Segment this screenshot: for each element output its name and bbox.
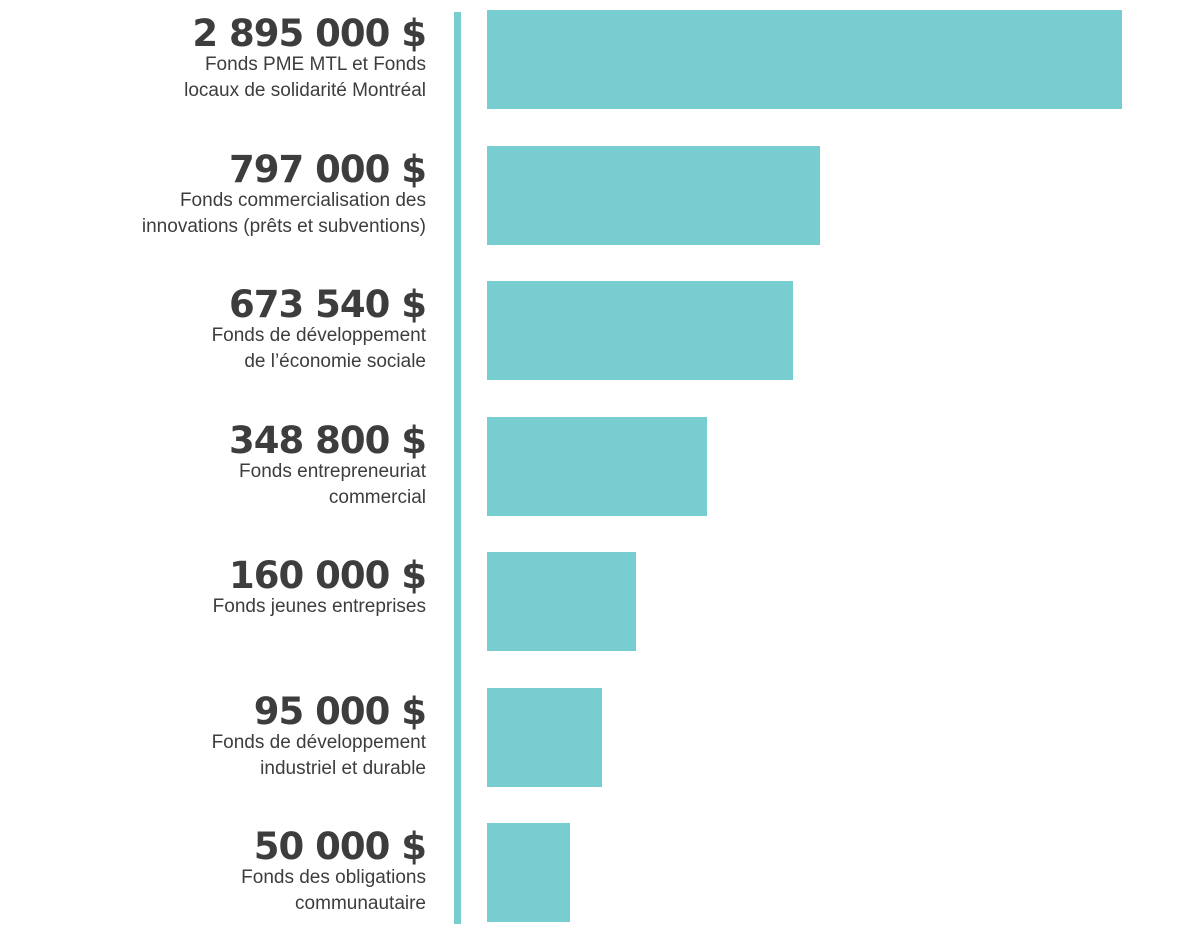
category-label-line: commercial: [328, 486, 426, 508]
bar-3: [487, 281, 794, 380]
vertical-axis-line: [454, 12, 461, 924]
category-label-7: Fonds des obligations communautaire: [86, 865, 426, 917]
category-label-4: Fonds entrepreneuriat commercial: [86, 459, 426, 511]
category-label-line: industriel et durable: [260, 757, 426, 779]
category-label-line: communautaire: [295, 893, 426, 914]
category-label-line: Fonds de développement: [211, 731, 426, 753]
category-label-2: Fonds commercialisation des innovations (…: [86, 188, 426, 240]
bar-5: [487, 552, 637, 651]
value-label-2: 797 000 $: [229, 147, 427, 191]
bar-2: [487, 145, 821, 245]
category-label-line: Fonds entrepreneuriat: [239, 460, 426, 482]
bar-4: [487, 416, 708, 516]
category-label-1: Fonds PME MTL et Fonds locaux de solidari…: [86, 52, 426, 104]
category-label-3: Fonds de développement de l’économie soci…: [86, 323, 426, 375]
category-label-5: Fonds jeunes entreprises: [86, 594, 426, 620]
category-label-line: Fonds PME MTL et Fonds: [204, 54, 426, 75]
category-label-line: Fonds jeunes entreprises: [212, 596, 426, 617]
bar-7: [487, 823, 571, 922]
category-label-line: locaux de solidarité Montréal: [184, 80, 426, 101]
bar-1: [487, 10, 1122, 109]
category-label-line: Fonds de développement: [211, 325, 426, 346]
category-label-line: Fonds des obligations: [241, 867, 426, 888]
category-label-6: Fonds de développement industriel et dura…: [86, 730, 426, 782]
category-label-line: innovations (prêts et subventions): [141, 215, 426, 237]
value-label-4: 348 800 $: [229, 418, 427, 462]
value-label-7: 50 000 $: [253, 825, 427, 868]
category-label-line: de l’économie sociale: [244, 351, 426, 372]
value-label-1: 2 895 000 $: [192, 12, 427, 55]
category-label-line: Fonds commercialisation des: [179, 189, 426, 211]
value-label-6: 95 000 $: [253, 689, 427, 733]
bar-6: [487, 687, 603, 787]
value-label-3: 673 540 $: [229, 283, 427, 326]
value-label-5: 160 000 $: [229, 554, 427, 597]
